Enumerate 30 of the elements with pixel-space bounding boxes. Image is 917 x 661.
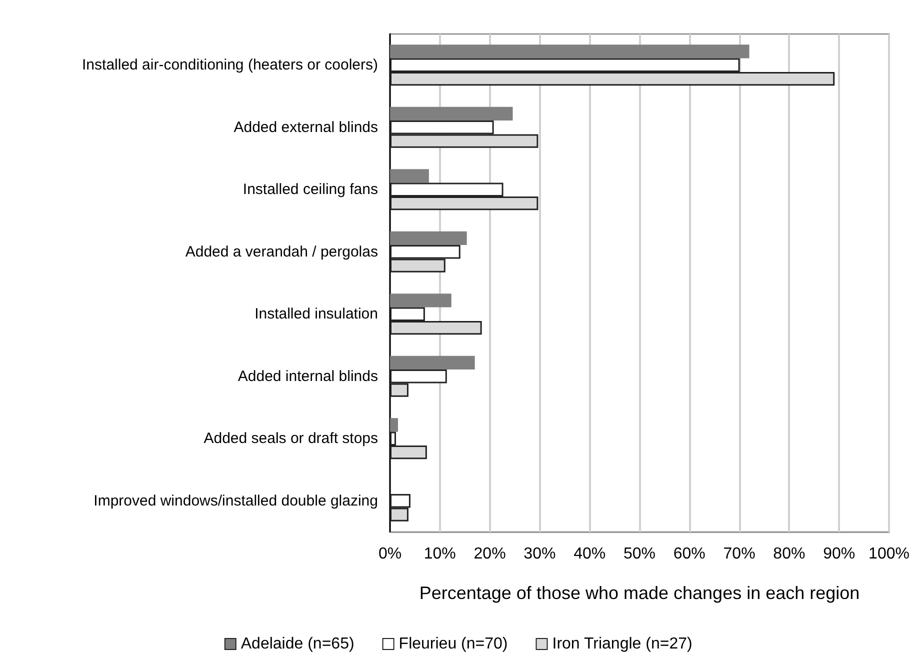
x-tick-label: 40% — [574, 546, 606, 562]
y-tick-label: Added external blinds — [234, 118, 378, 136]
x-tick-label: 30% — [524, 546, 556, 562]
bar — [390, 169, 429, 183]
y-tick-label: Added a verandah / pergolas — [185, 243, 378, 260]
x-axis-title: Percentage of those who made changes in each region — [419, 583, 860, 603]
y-tick-label: Installed ceiling fans — [242, 181, 378, 198]
x-tick-label: 0% — [378, 546, 402, 562]
x-tick-label: 50% — [623, 546, 656, 562]
x-tick-label: 80% — [773, 546, 806, 562]
x-tick-label: 100% — [868, 546, 910, 562]
legend-label: Fleurieu (n=70) — [398, 636, 508, 652]
bar — [390, 231, 467, 246]
bar — [390, 294, 452, 308]
x-tick-label: 20% — [474, 546, 506, 562]
y-tick-label: Installed air-conditioning (heaters or coolers) — [82, 56, 378, 74]
x-tick-label: 60% — [673, 546, 706, 562]
y-tick-label: Installed insulation — [254, 306, 378, 323]
x-tick-label: 70% — [723, 546, 756, 562]
x-tick-label: 90% — [823, 546, 856, 562]
bar — [390, 106, 513, 121]
legend-label: Adelaide (n=65) — [240, 636, 354, 652]
legend-label: Iron Triangle (n=27) — [552, 636, 692, 652]
bar — [390, 44, 750, 58]
y-tick-label: Added seals or draft stops — [204, 430, 378, 448]
bar — [390, 418, 398, 432]
y-tick-label: Improved windows/installed double glazing — [94, 492, 378, 510]
bar — [390, 356, 475, 370]
x-tick-label: 10% — [424, 546, 456, 562]
y-tick-label: Added internal blinds — [238, 368, 378, 385]
